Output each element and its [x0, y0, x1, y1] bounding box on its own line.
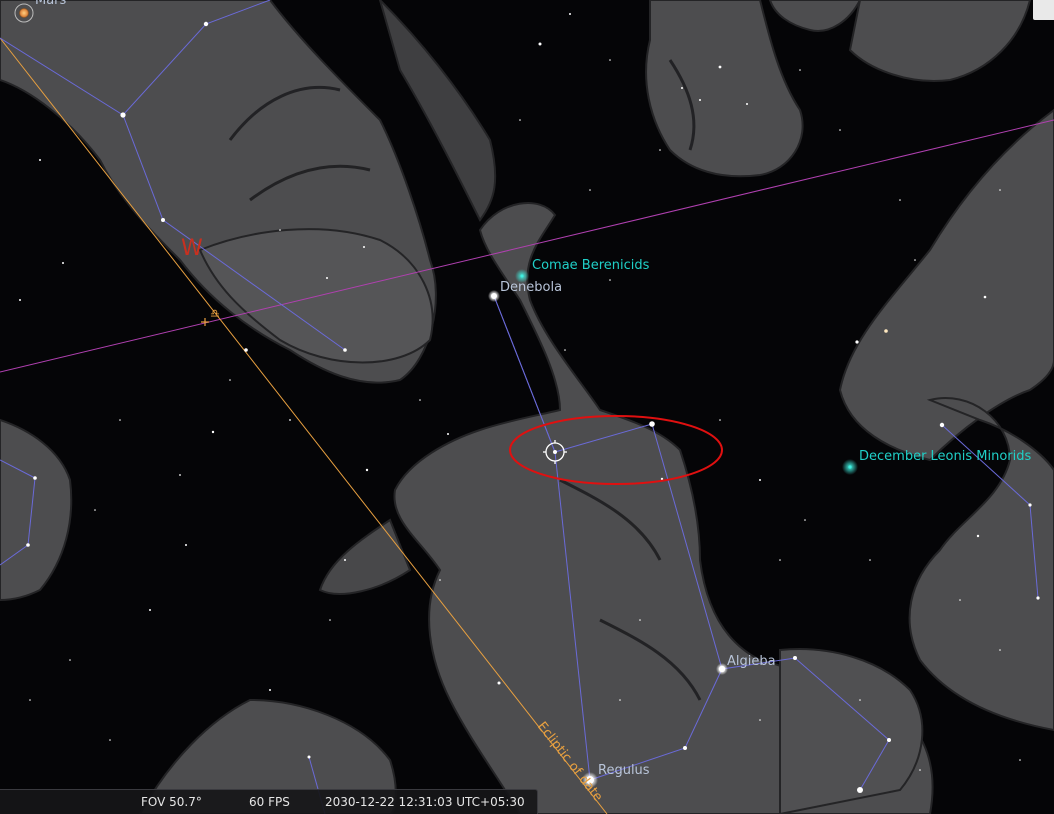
bright-stars	[26, 21, 1040, 793]
corner-panel-toggle[interactable]	[1033, 0, 1054, 20]
selected-star	[553, 450, 557, 454]
mars-planet-disk	[19, 8, 29, 18]
regulus-label: Regulus	[598, 763, 650, 778]
comae-berenicids-label: Comae Berenicids	[532, 258, 650, 273]
fps-readout: 60 FPS	[249, 795, 290, 809]
celestial-equator-line	[0, 119, 1054, 373]
autumnal-equinox-marker	[201, 318, 209, 326]
sky-detail-strokes	[228, 59, 702, 701]
datetime-readout[interactable]: 2030-12-22 12:31:03 UTC+05:30	[325, 795, 525, 809]
highlight-ellipse	[509, 415, 723, 485]
algieba-label: Algieba	[727, 654, 776, 669]
cardinal-west-label: W	[181, 236, 203, 261]
selected-object-marker[interactable]	[543, 440, 567, 464]
status-bar: FOV 50.7° 60 FPS 2030-12-22 12:31:03 UTC…	[0, 789, 538, 814]
fov-readout: FOV 50.7°	[141, 795, 202, 809]
mars-planet[interactable]	[14, 3, 34, 23]
december-leonis-minorids-label: December Leonis Minorids	[859, 449, 1031, 464]
libra-symbol: ♎	[210, 307, 220, 320]
december-leonis-minorids-radiant[interactable]	[842, 459, 858, 475]
denebola-label: Denebola	[500, 280, 562, 295]
ecliptic-line	[0, 37, 608, 814]
december-radiant-core	[848, 465, 852, 469]
mars-planet-ring	[14, 3, 34, 23]
comae-radiant-core	[520, 274, 524, 278]
mars-label: Mars	[35, 0, 67, 8]
comae-berenicids-radiant[interactable]	[515, 269, 529, 283]
background-stars	[19, 13, 1021, 771]
